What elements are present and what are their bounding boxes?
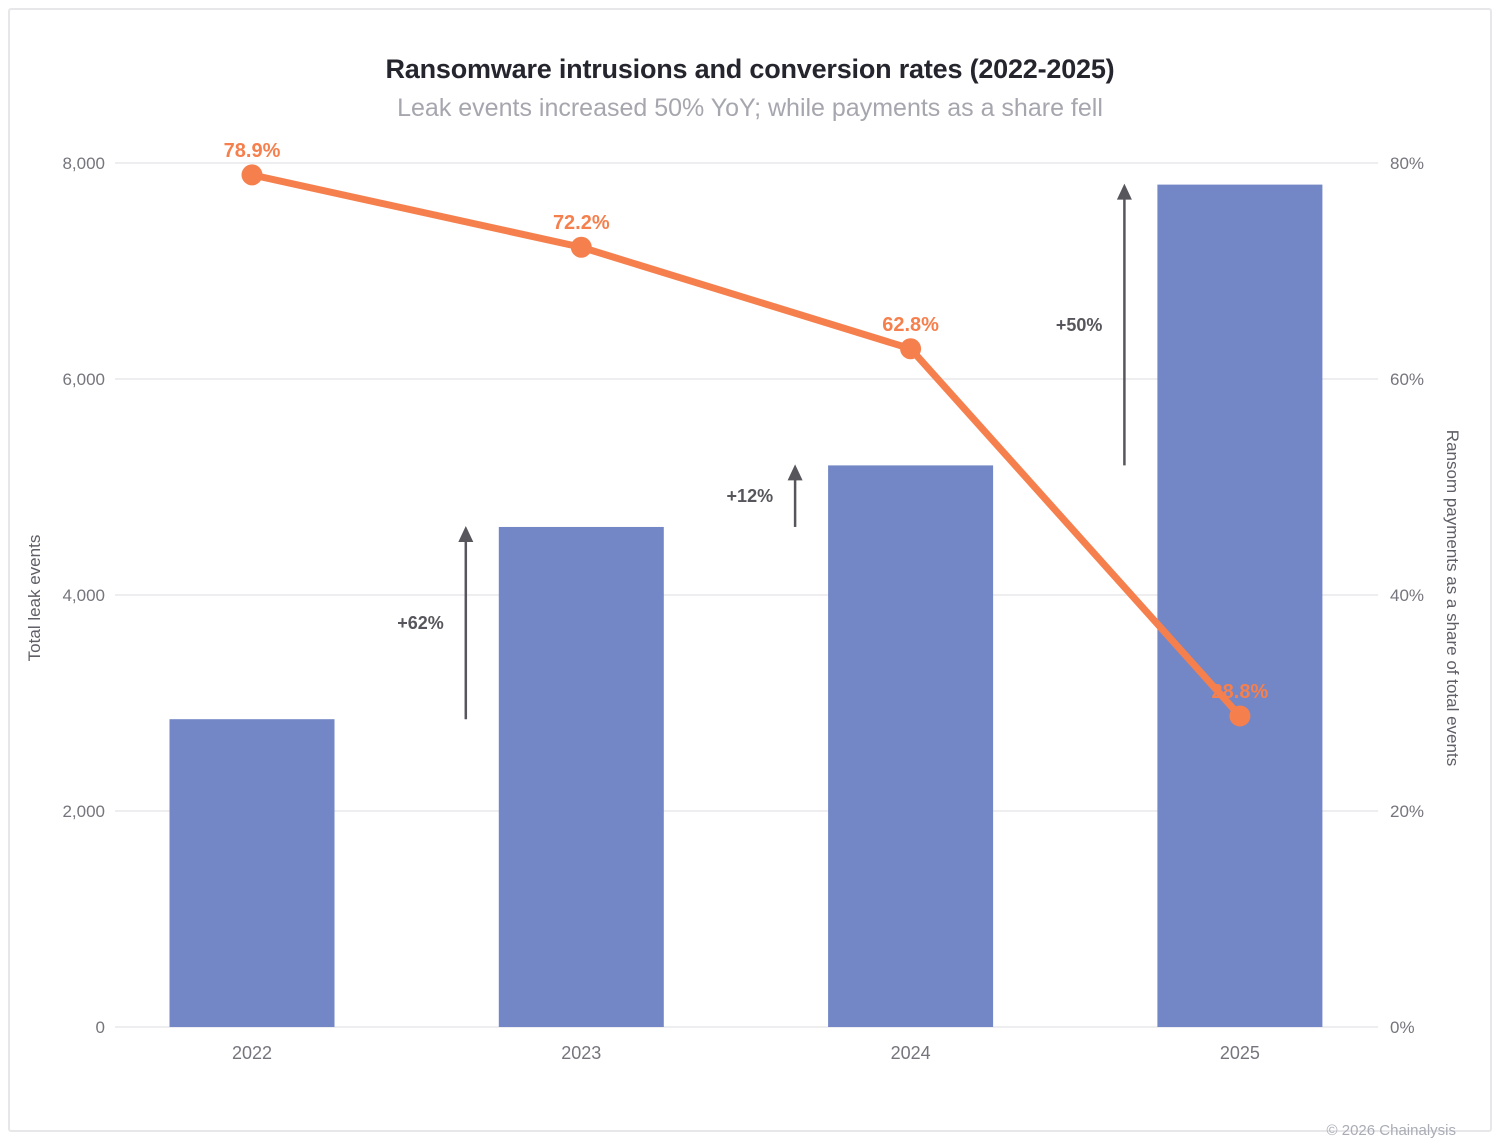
growth-arrow-head-icon bbox=[787, 464, 803, 481]
x-axis-label-2022: 2022 bbox=[232, 1043, 272, 1063]
right-axis-tick: 80% bbox=[1390, 154, 1424, 173]
bar-2025 bbox=[1157, 184, 1323, 1028]
growth-annotation-label: +50% bbox=[1056, 315, 1103, 335]
x-axis-label-2023: 2023 bbox=[561, 1043, 601, 1063]
conversion-rate-line bbox=[248, 171, 1244, 720]
left-axis-tick: 0 bbox=[96, 1018, 105, 1037]
copyright-credit: © 2026 Chainalysis bbox=[1326, 1122, 1456, 1139]
line-point-2025 bbox=[1229, 705, 1251, 727]
line-point-label-2024: 62.8% bbox=[882, 314, 939, 336]
line-point-2023 bbox=[570, 236, 592, 258]
chart-title: Ransomware intrusions and conversion rat… bbox=[385, 54, 1115, 84]
growth-annotation-label: +62% bbox=[397, 613, 444, 633]
line-point-2022 bbox=[241, 164, 263, 186]
growth-arrow-head-icon bbox=[458, 525, 474, 542]
left-axis-tick: 6,000 bbox=[62, 370, 105, 389]
x-axis-label-2025: 2025 bbox=[1220, 1043, 1260, 1063]
left-axis-tick: 4,000 bbox=[62, 586, 105, 605]
bar-2023 bbox=[498, 526, 664, 1027]
right-axis-tick: 0% bbox=[1390, 1018, 1415, 1037]
right-axis-title: Ransom payments as a share of total even… bbox=[1443, 430, 1462, 766]
bar-2024 bbox=[828, 465, 994, 1027]
growth-annotation-label: +12% bbox=[727, 486, 774, 506]
left-axis-title: Total leak events bbox=[25, 535, 44, 662]
right-axis-tick: 40% bbox=[1390, 586, 1424, 605]
chart-subtitle: Leak events increased 50% YoY; while pay… bbox=[397, 94, 1103, 122]
right-axis-tick: 20% bbox=[1390, 802, 1424, 821]
left-axis-tick: 2,000 bbox=[62, 802, 105, 821]
x-axis-label-2024: 2024 bbox=[891, 1043, 931, 1063]
right-axis-tick: 60% bbox=[1390, 370, 1424, 389]
bar-2022 bbox=[169, 719, 335, 1027]
growth-arrow-head-icon bbox=[1116, 183, 1132, 200]
left-axis-tick: 8,000 bbox=[62, 154, 105, 173]
line-point-2024 bbox=[900, 338, 922, 360]
line-point-label-2022: 78.9% bbox=[224, 140, 281, 162]
line-point-label-2023: 72.2% bbox=[553, 212, 610, 234]
